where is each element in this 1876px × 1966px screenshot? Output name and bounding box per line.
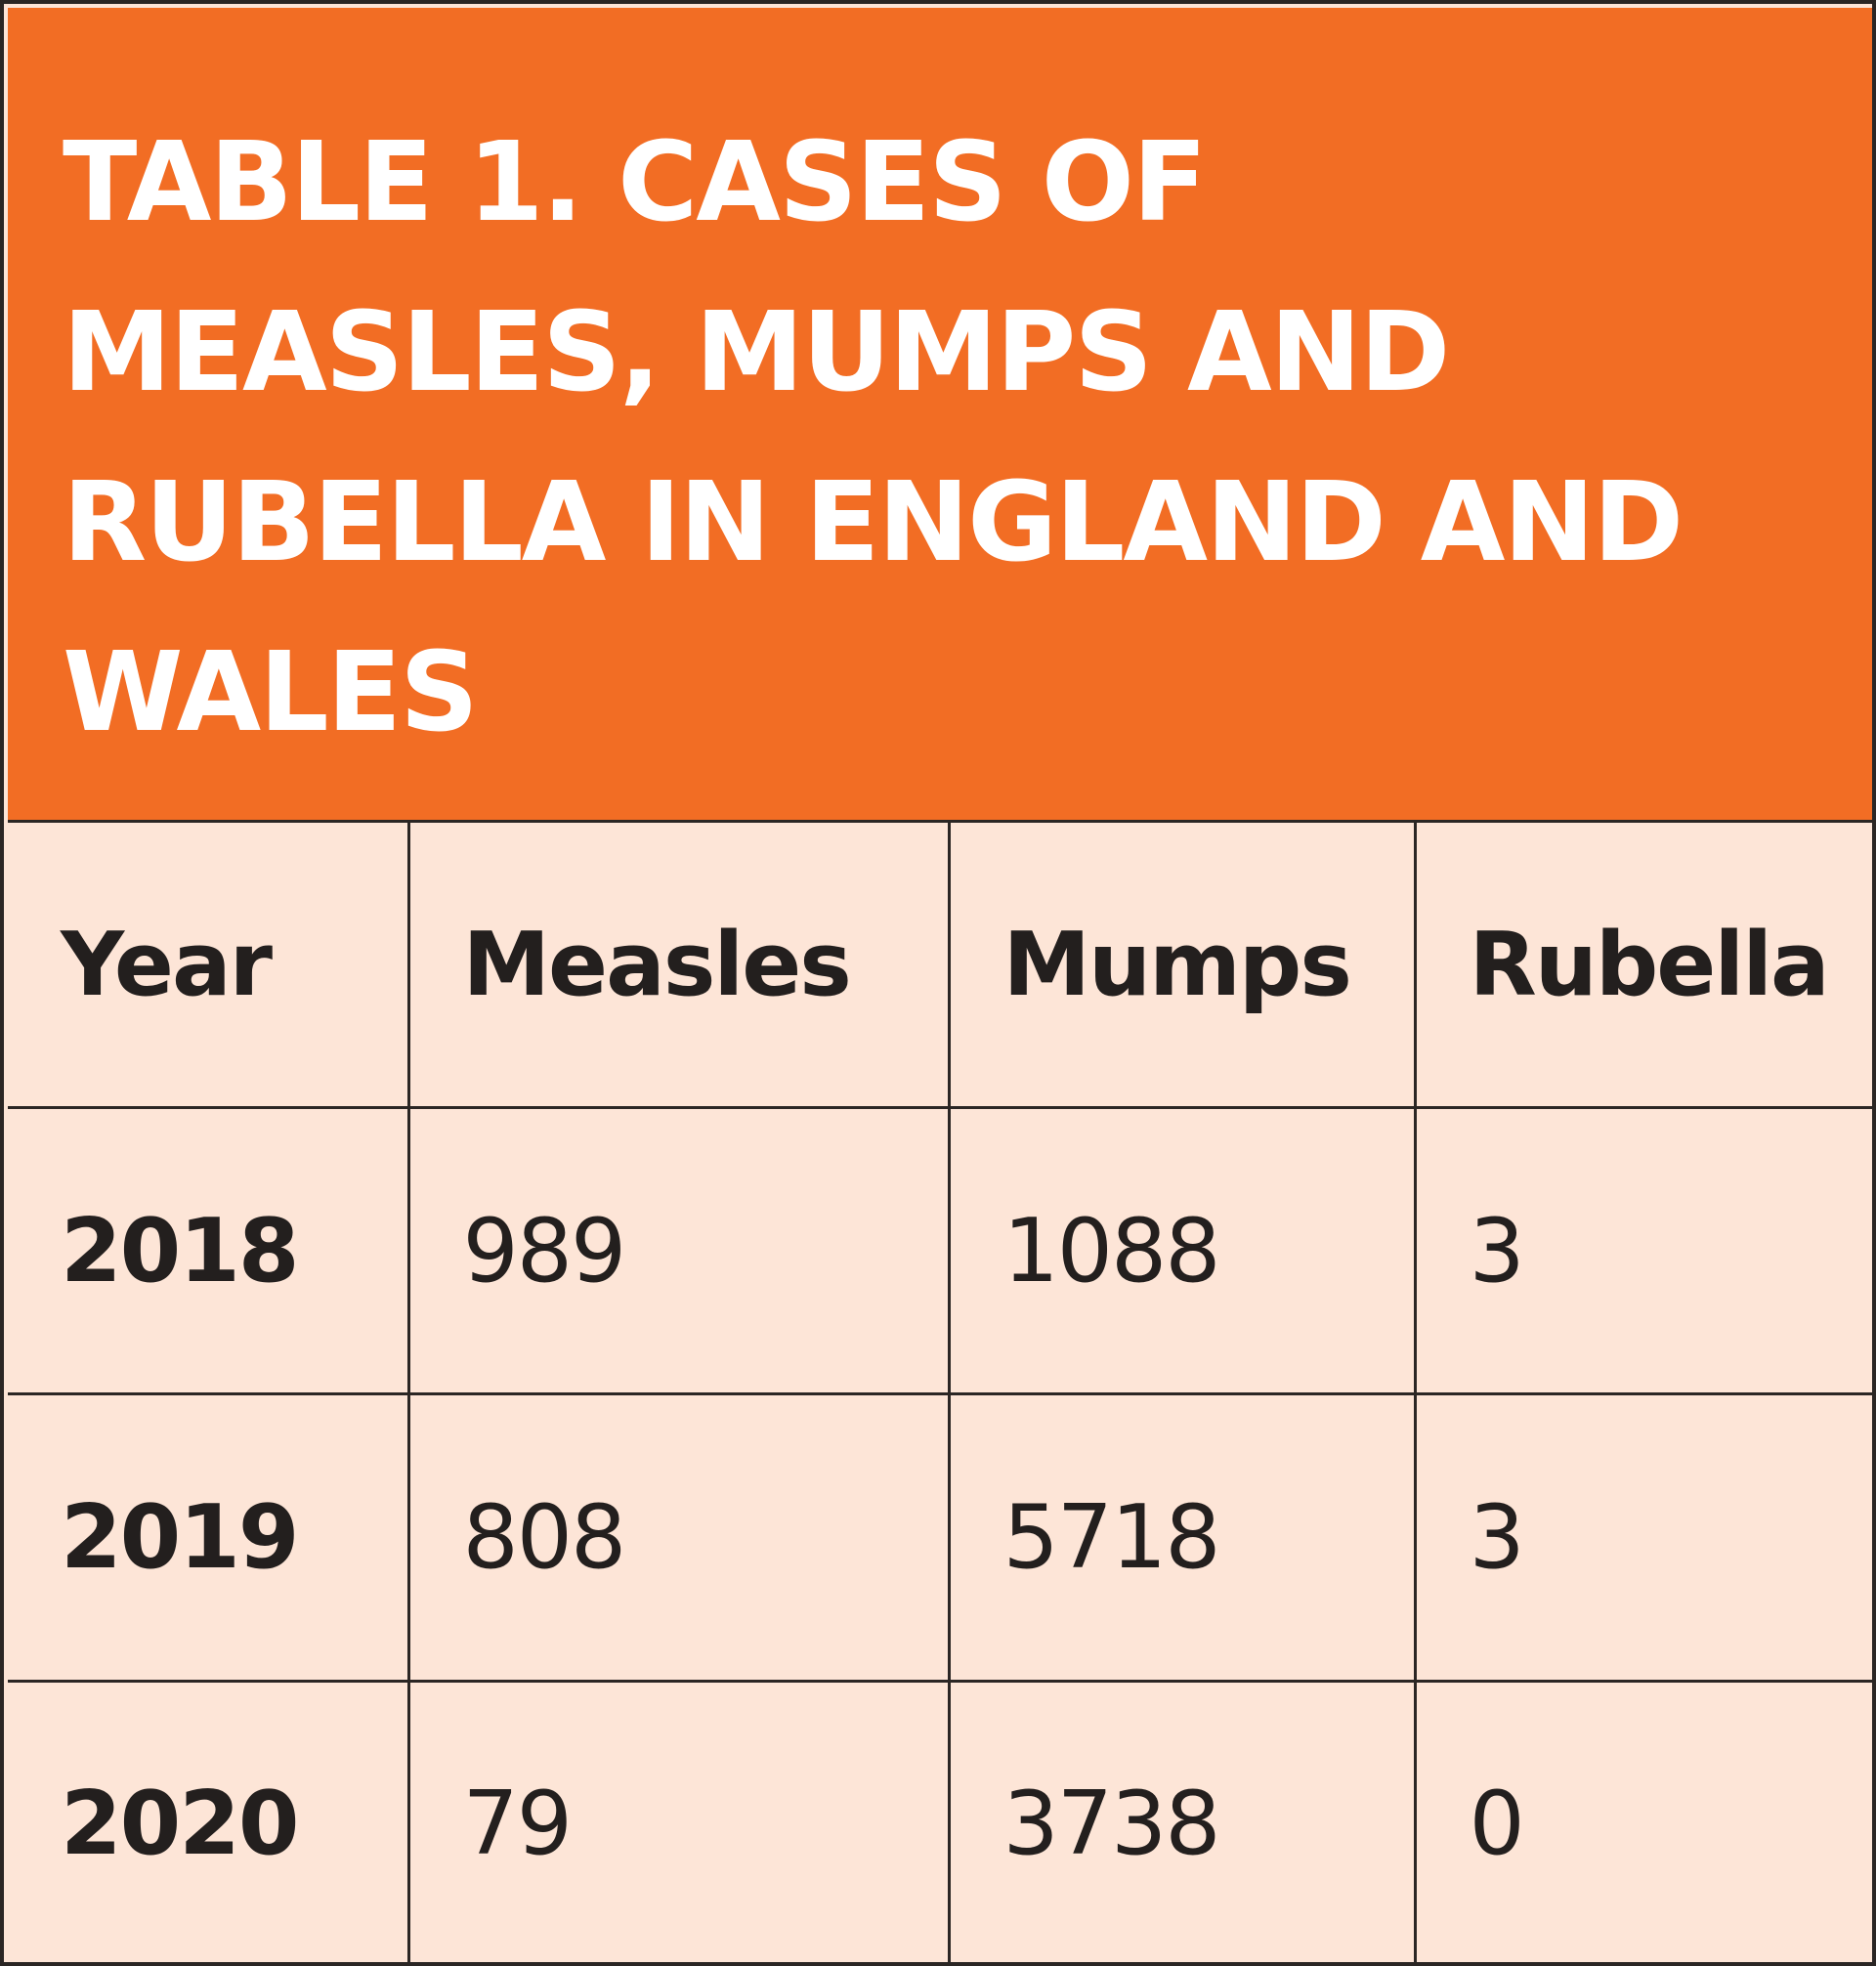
column-header-year: Year xyxy=(8,823,410,1110)
measles-cell: 989 xyxy=(408,1107,951,1396)
table-row: 2018 989 1088 3 xyxy=(8,1107,1872,1396)
mumps-cell: 3738 xyxy=(949,1681,1417,1966)
data-table: Year Measles Mumps Rubella 2018 989 1088… xyxy=(8,823,1872,1966)
table-row: 2020 79 3738 0 xyxy=(8,1681,1872,1966)
measles-cell: 808 xyxy=(408,1393,951,1683)
table-title: TABLE 1. CASES OF MEASLES, MUMPS AND RUB… xyxy=(63,119,1684,756)
year-cell: 2020 xyxy=(8,1681,410,1966)
mumps-cell: 5718 xyxy=(949,1393,1417,1683)
year-cell: 2018 xyxy=(8,1107,410,1396)
rubella-cell: 3 xyxy=(1415,1393,1872,1683)
column-header-measles: Measles xyxy=(408,823,951,1110)
year-cell: 2019 xyxy=(8,1393,410,1683)
mumps-cell: 1088 xyxy=(949,1107,1417,1396)
rubella-cell: 0 xyxy=(1469,1773,1525,1876)
column-header-rubella: Rubella xyxy=(1415,823,1872,1110)
table-row: 2019 808 5718 3 xyxy=(8,1393,1872,1683)
rubella-cell: 3 xyxy=(1415,1107,1872,1396)
measles-cell: 79 xyxy=(408,1681,951,1966)
table-header-banner: TABLE 1. CASES OF MEASLES, MUMPS AND RUB… xyxy=(8,8,1872,823)
column-header-mumps: Mumps xyxy=(949,823,1417,1110)
header-row: Year Measles Mumps Rubella xyxy=(8,823,1872,1110)
